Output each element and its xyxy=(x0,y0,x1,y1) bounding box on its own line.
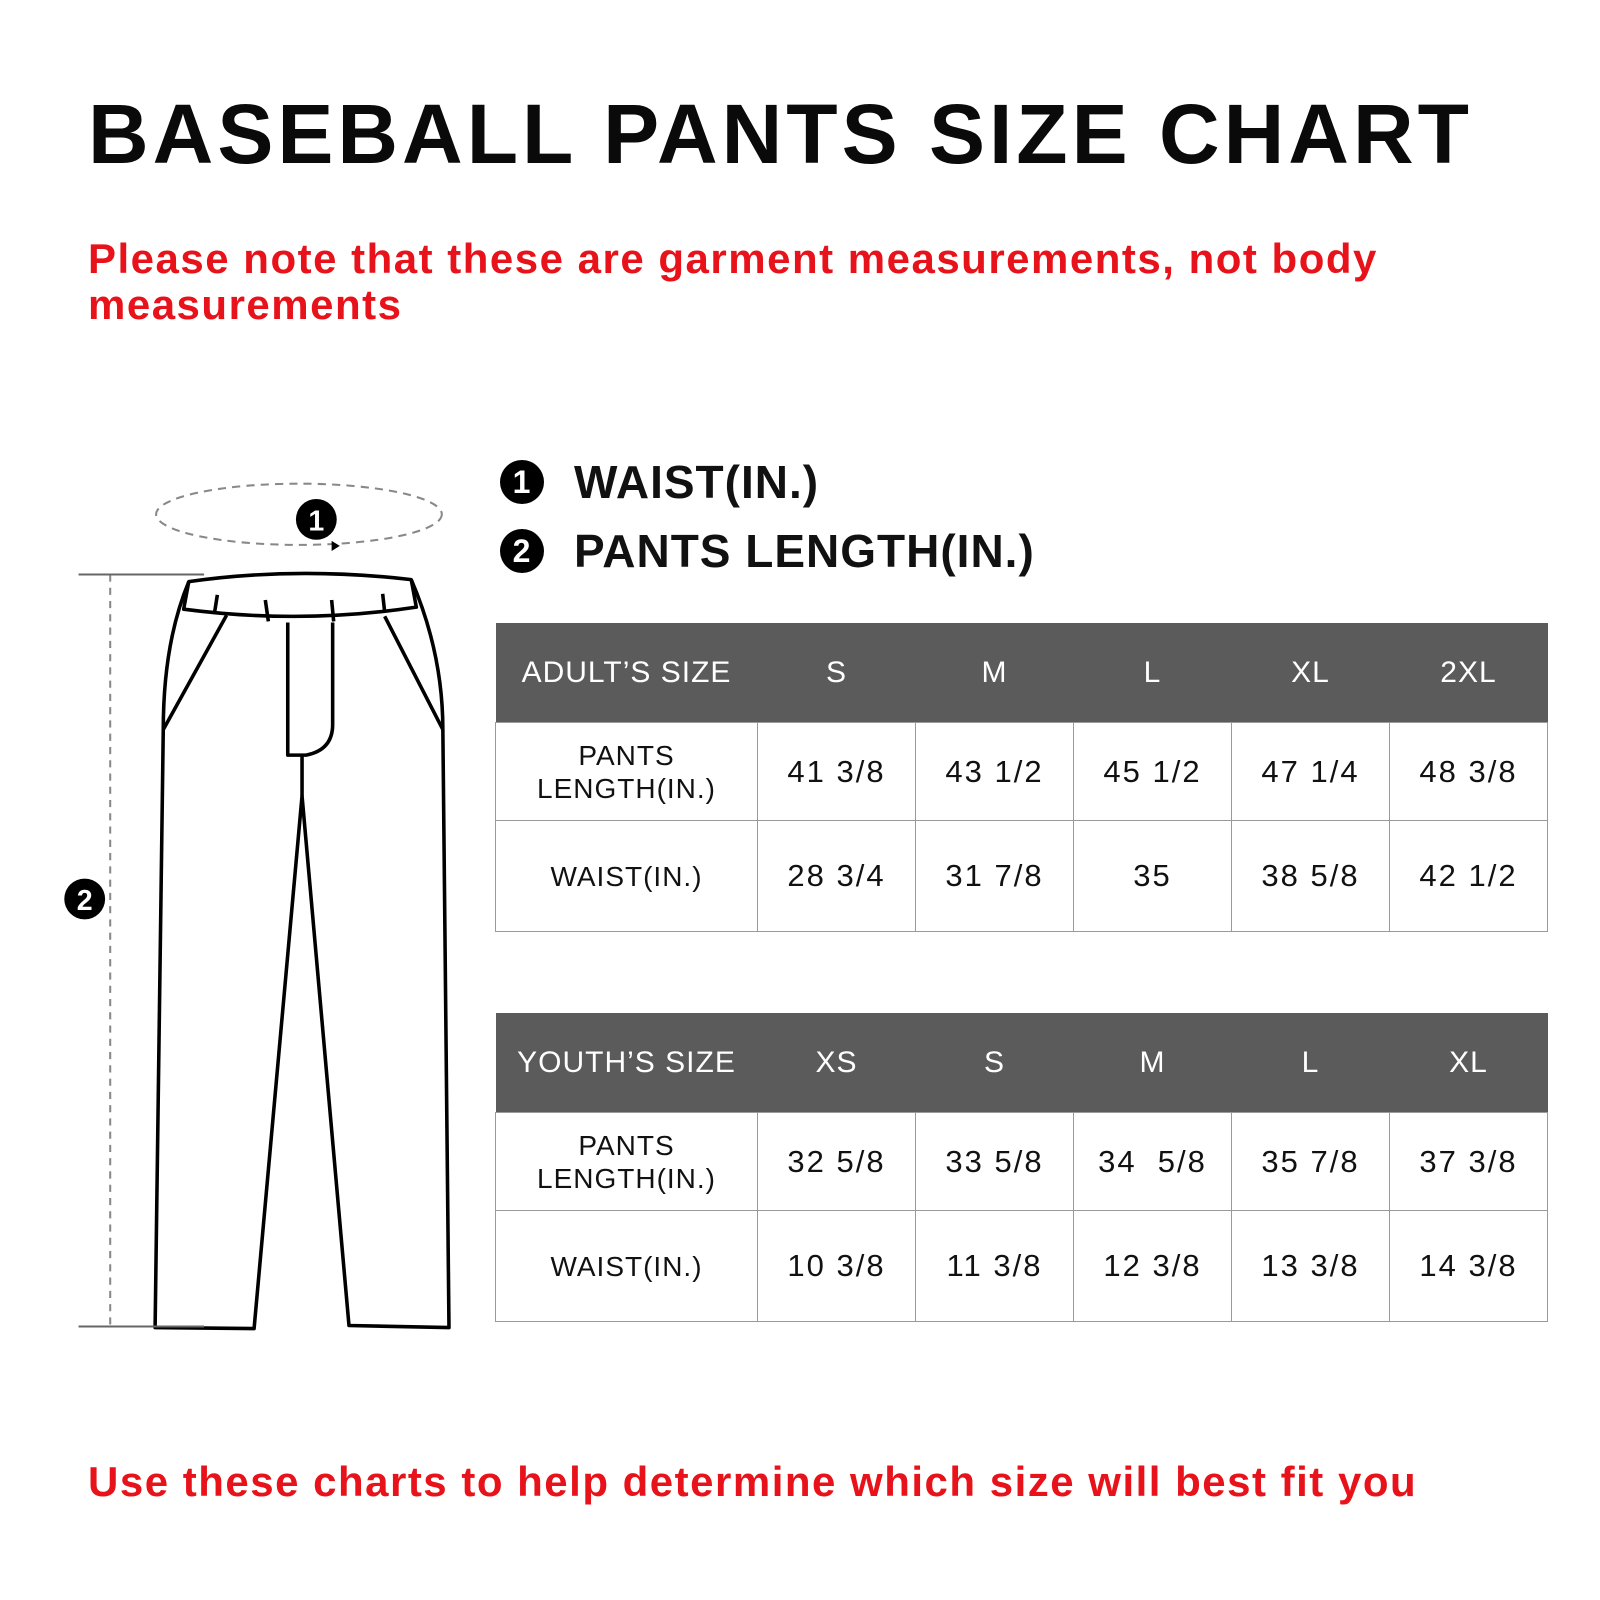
table-cell: 10 3/8 xyxy=(757,1210,916,1322)
header-cell: YOUTH’S SIZE xyxy=(495,1013,758,1113)
table-cell: 31 7/8 xyxy=(915,820,1074,932)
table-cell: 38 5/8 xyxy=(1231,820,1390,932)
table-cell: 13 3/8 xyxy=(1231,1210,1390,1322)
row-label: PANTS LENGTH(IN.) xyxy=(495,722,758,821)
table-cell: 32 5/8 xyxy=(757,1112,916,1211)
legend-waist: 1 WAIST(IN.) xyxy=(500,455,819,509)
header-cell: M xyxy=(915,623,1074,723)
garment-note: Please note that these are garment measu… xyxy=(88,235,1378,328)
number-1-icon: 1 xyxy=(500,460,544,504)
adult-size-table: ADULT’S SIZE S M L XL 2XL PANTS LENGTH(I… xyxy=(495,623,1548,932)
table-cell: 45 1/2 xyxy=(1073,722,1232,821)
header-cell: XL xyxy=(1389,1013,1548,1113)
row-label: WAIST(IN.) xyxy=(495,820,758,932)
header-cell: XL xyxy=(1231,623,1390,723)
youth-size-table: YOUTH’S SIZE XS S M L XL PANTS LENGTH(IN… xyxy=(495,1013,1548,1322)
table-cell: 33 5/8 xyxy=(915,1112,1074,1211)
waistband xyxy=(181,571,419,619)
legend-pants-length: 2 PANTS LENGTH(IN.) xyxy=(500,524,1035,578)
table-cell: 14 3/8 xyxy=(1389,1210,1548,1322)
marker-1-icon xyxy=(295,498,337,540)
table-cell: 35 7/8 xyxy=(1231,1112,1390,1211)
header-cell: S xyxy=(757,623,916,723)
header-cell: ADULT’S SIZE xyxy=(495,623,758,723)
header-cell: M xyxy=(1073,1013,1232,1113)
page-title: BASEBALL PANTS SIZE CHART xyxy=(88,87,1473,181)
table-cell: 41 3/8 xyxy=(757,722,916,821)
table-cell: 35 xyxy=(1073,820,1232,932)
table-cell: 28 3/4 xyxy=(757,820,916,932)
table-row: WAIST(IN.) 10 3/8 11 3/8 12 3/8 13 3/8 1… xyxy=(495,1210,1548,1322)
marker-1-label: 1 xyxy=(308,506,324,538)
table-cell: 47 1/4 xyxy=(1231,722,1390,821)
legend-label: PANTS LENGTH(IN.) xyxy=(574,525,1035,577)
number-2-icon: 2 xyxy=(500,529,544,573)
header-cell: L xyxy=(1073,623,1232,723)
table-cell: 48 3/8 xyxy=(1389,722,1548,821)
table-cell: 11 3/8 xyxy=(915,1210,1074,1322)
table-row: PANTS LENGTH(IN.) 41 3/8 43 1/2 45 1/2 4… xyxy=(495,722,1548,821)
header-cell: L xyxy=(1231,1013,1390,1113)
marker-2-icon xyxy=(64,878,106,920)
header-cell: XS xyxy=(757,1013,916,1113)
table-cell: 34 5/8 xyxy=(1073,1112,1232,1211)
table-row: WAIST(IN.) 28 3/4 31 7/8 35 38 5/8 42 1/… xyxy=(495,820,1548,932)
table-cell: 43 1/2 xyxy=(915,722,1074,821)
table-row: PANTS LENGTH(IN.) 32 5/8 33 5/8 34 5/8 3… xyxy=(495,1112,1548,1211)
header-cell: S xyxy=(915,1013,1074,1113)
pants-outline xyxy=(153,578,451,1331)
row-label: WAIST(IN.) xyxy=(495,1210,758,1322)
table-header-row: ADULT’S SIZE S M L XL 2XL xyxy=(495,623,1548,723)
header-cell: 2XL xyxy=(1389,623,1548,723)
table-cell: 37 3/8 xyxy=(1389,1112,1548,1211)
table-header-row: YOUTH’S SIZE XS S M L XL xyxy=(495,1013,1548,1113)
table-cell: 12 3/8 xyxy=(1073,1210,1232,1322)
row-label: PANTS LENGTH(IN.) xyxy=(495,1112,758,1211)
table-cell: 42 1/2 xyxy=(1389,820,1548,932)
legend-label: WAIST(IN.) xyxy=(574,456,820,508)
fit-guidance-text: Use these charts to help determine which… xyxy=(88,1458,1418,1505)
marker-2-label: 2 xyxy=(77,885,93,917)
waist-measure-ellipse xyxy=(155,482,443,546)
